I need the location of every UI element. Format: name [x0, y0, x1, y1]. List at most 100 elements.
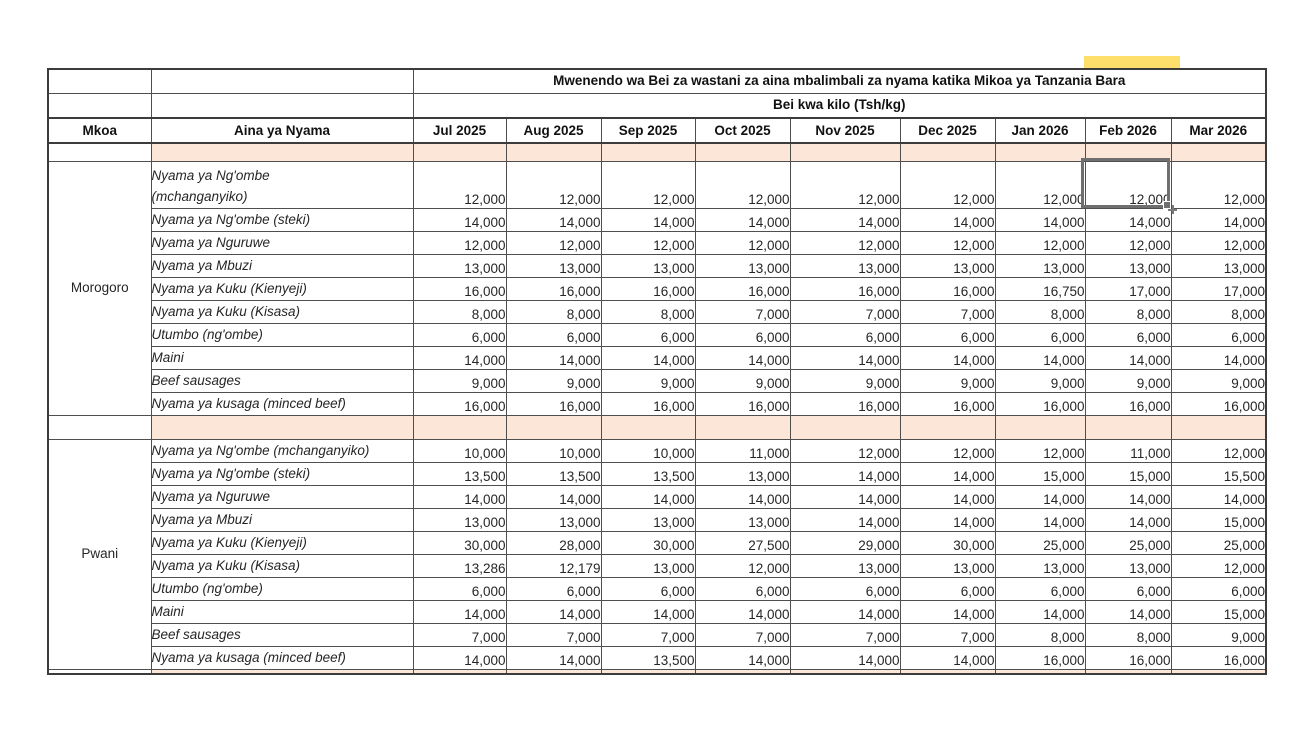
- price-cell[interactable]: 9,000: [694, 368, 791, 393]
- separator-fill-cell[interactable]: [694, 142, 791, 162]
- price-cell[interactable]: 14,000: [994, 507, 1086, 532]
- separator-fill-cell[interactable]: [1170, 142, 1267, 162]
- price-cell[interactable]: 6,000: [994, 322, 1086, 347]
- price-cell[interactable]: 6,000: [505, 322, 602, 347]
- price-cell[interactable]: 14,000: [994, 484, 1086, 509]
- price-cell[interactable]: 10,000: [600, 438, 696, 463]
- price-cell[interactable]: 14,000: [789, 599, 901, 624]
- col-header-nov-2025[interactable]: Nov 2025: [789, 117, 901, 144]
- item-name-cell[interactable]: Nyama ya Kuku (Kisasa): [150, 299, 414, 324]
- price-cell[interactable]: 12,000: [694, 160, 791, 209]
- price-cell[interactable]: 14,000: [505, 645, 602, 670]
- price-cell[interactable]: 14,000: [505, 345, 602, 370]
- item-name-cell[interactable]: Nyama ya kusaga (minced beef): [150, 645, 414, 670]
- item-name-cell[interactable]: Nyama ya Mbuzi: [150, 253, 414, 278]
- separator-fill-cell[interactable]: [994, 142, 1086, 162]
- item-name-cell[interactable]: Nyama ya kusaga (minced beef): [150, 391, 414, 416]
- price-cell[interactable]: 6,000: [899, 322, 996, 347]
- separator-fill-cell[interactable]: [1084, 668, 1172, 674]
- price-cell[interactable]: 16,000: [600, 276, 696, 301]
- price-cell[interactable]: 14,000: [789, 507, 901, 532]
- price-cell[interactable]: 9,000: [1084, 368, 1172, 393]
- separator-fill-cell[interactable]: [150, 668, 414, 674]
- price-cell[interactable]: 6,000: [1084, 322, 1172, 347]
- price-cell[interactable]: 12,000: [899, 230, 996, 255]
- item-name-cell[interactable]: Nyama ya Ng'ombe (mchanganyiko): [150, 160, 414, 209]
- price-cell[interactable]: 16,000: [505, 391, 602, 416]
- price-cell[interactable]: 14,000: [600, 484, 696, 509]
- separator-fill-cell[interactable]: [694, 414, 791, 440]
- price-cell[interactable]: 16,000: [1084, 391, 1172, 416]
- item-name-cell[interactable]: Maini: [150, 345, 414, 370]
- price-cell[interactable]: 14,000: [412, 645, 507, 670]
- price-cell[interactable]: 15,000: [1170, 599, 1267, 624]
- price-cell[interactable]: 13,000: [789, 253, 901, 278]
- price-cell[interactable]: 14,000: [899, 599, 996, 624]
- price-cell[interactable]: 28,000: [505, 530, 602, 555]
- price-cell[interactable]: 7,000: [505, 622, 602, 647]
- price-cell[interactable]: 13,500: [600, 645, 696, 670]
- price-cell[interactable]: 8,000: [994, 299, 1086, 324]
- price-cell[interactable]: 30,000: [899, 530, 996, 555]
- item-name-cell[interactable]: Nyama ya Ng'ombe (mchanganyiko): [150, 438, 414, 463]
- price-cell[interactable]: 8,000: [994, 622, 1086, 647]
- price-cell[interactable]: 14,000: [412, 599, 507, 624]
- price-cell[interactable]: 16,000: [1170, 391, 1267, 416]
- price-cell[interactable]: 12,000: [899, 438, 996, 463]
- price-cell[interactable]: 7,000: [899, 299, 996, 324]
- price-cell[interactable]: 13,000: [1084, 553, 1172, 578]
- price-cell[interactable]: 14,000: [694, 484, 791, 509]
- price-cell[interactable]: 25,000: [1084, 530, 1172, 555]
- price-cell[interactable]: 12,000: [1170, 553, 1267, 578]
- price-cell[interactable]: 12,179: [505, 553, 602, 578]
- price-cell[interactable]: 6,000: [600, 322, 696, 347]
- price-cell[interactable]: 16,000: [694, 276, 791, 301]
- price-cell[interactable]: 16,000: [899, 391, 996, 416]
- price-cell[interactable]: 9,000: [1170, 622, 1267, 647]
- price-cell[interactable]: 7,000: [694, 622, 791, 647]
- price-cell[interactable]: 14,000: [789, 645, 901, 670]
- item-name-cell[interactable]: Nyama ya Nguruwe: [150, 484, 414, 509]
- price-cell[interactable]: 12,000: [994, 230, 1086, 255]
- col-header-feb-2026[interactable]: Feb 2026: [1084, 117, 1172, 144]
- price-cell[interactable]: 6,000: [694, 322, 791, 347]
- col-header-jan-2026[interactable]: Jan 2026: [994, 117, 1086, 144]
- col-header-dec-2025[interactable]: Dec 2025: [899, 117, 996, 144]
- price-cell[interactable]: 8,000: [412, 299, 507, 324]
- item-name-cell[interactable]: Nyama ya Ng'ombe (steki): [150, 207, 414, 232]
- price-cell[interactable]: 6,000: [412, 576, 507, 601]
- price-cell[interactable]: 16,000: [1170, 645, 1267, 670]
- price-cell[interactable]: 12,000: [1170, 438, 1267, 463]
- price-cell[interactable]: 12,000: [1084, 230, 1172, 255]
- price-cell[interactable]: 12,000: [1170, 160, 1267, 209]
- price-cell[interactable]: 7,000: [789, 299, 901, 324]
- separator-fill-cell[interactable]: [600, 668, 696, 674]
- price-cell[interactable]: 6,000: [412, 322, 507, 347]
- price-cell[interactable]: 7,000: [694, 299, 791, 324]
- price-cell[interactable]: 7,000: [412, 622, 507, 647]
- price-cell[interactable]: 14,000: [994, 345, 1086, 370]
- price-cell[interactable]: 6,000: [899, 576, 996, 601]
- price-cell[interactable]: 14,000: [1170, 345, 1267, 370]
- price-cell[interactable]: 6,000: [1084, 576, 1172, 601]
- price-cell[interactable]: 16,750: [994, 276, 1086, 301]
- col-header-jul-2025[interactable]: Jul 2025: [412, 117, 507, 144]
- price-cell[interactable]: 14,000: [994, 599, 1086, 624]
- price-cell[interactable]: 6,000: [1170, 576, 1267, 601]
- price-cell[interactable]: 12,000: [789, 230, 901, 255]
- separator-fill-cell[interactable]: [789, 668, 901, 674]
- price-cell[interactable]: 14,000: [1084, 207, 1172, 232]
- price-cell[interactable]: 6,000: [600, 576, 696, 601]
- separator-fill-cell[interactable]: [789, 142, 901, 162]
- item-name-cell[interactable]: Beef sausages: [150, 622, 414, 647]
- separator-fill-cell[interactable]: [899, 414, 996, 440]
- price-cell[interactable]: 9,000: [1170, 368, 1267, 393]
- separator-fill-cell[interactable]: [899, 668, 996, 674]
- price-cell[interactable]: 8,000: [600, 299, 696, 324]
- price-cell[interactable]: 14,000: [899, 461, 996, 486]
- price-cell[interactable]: 13,000: [1084, 253, 1172, 278]
- price-cell[interactable]: 14,000: [899, 645, 996, 670]
- price-cell[interactable]: 14,000: [789, 207, 901, 232]
- price-cell[interactable]: 13,000: [412, 253, 507, 278]
- price-cell[interactable]: 6,000: [694, 576, 791, 601]
